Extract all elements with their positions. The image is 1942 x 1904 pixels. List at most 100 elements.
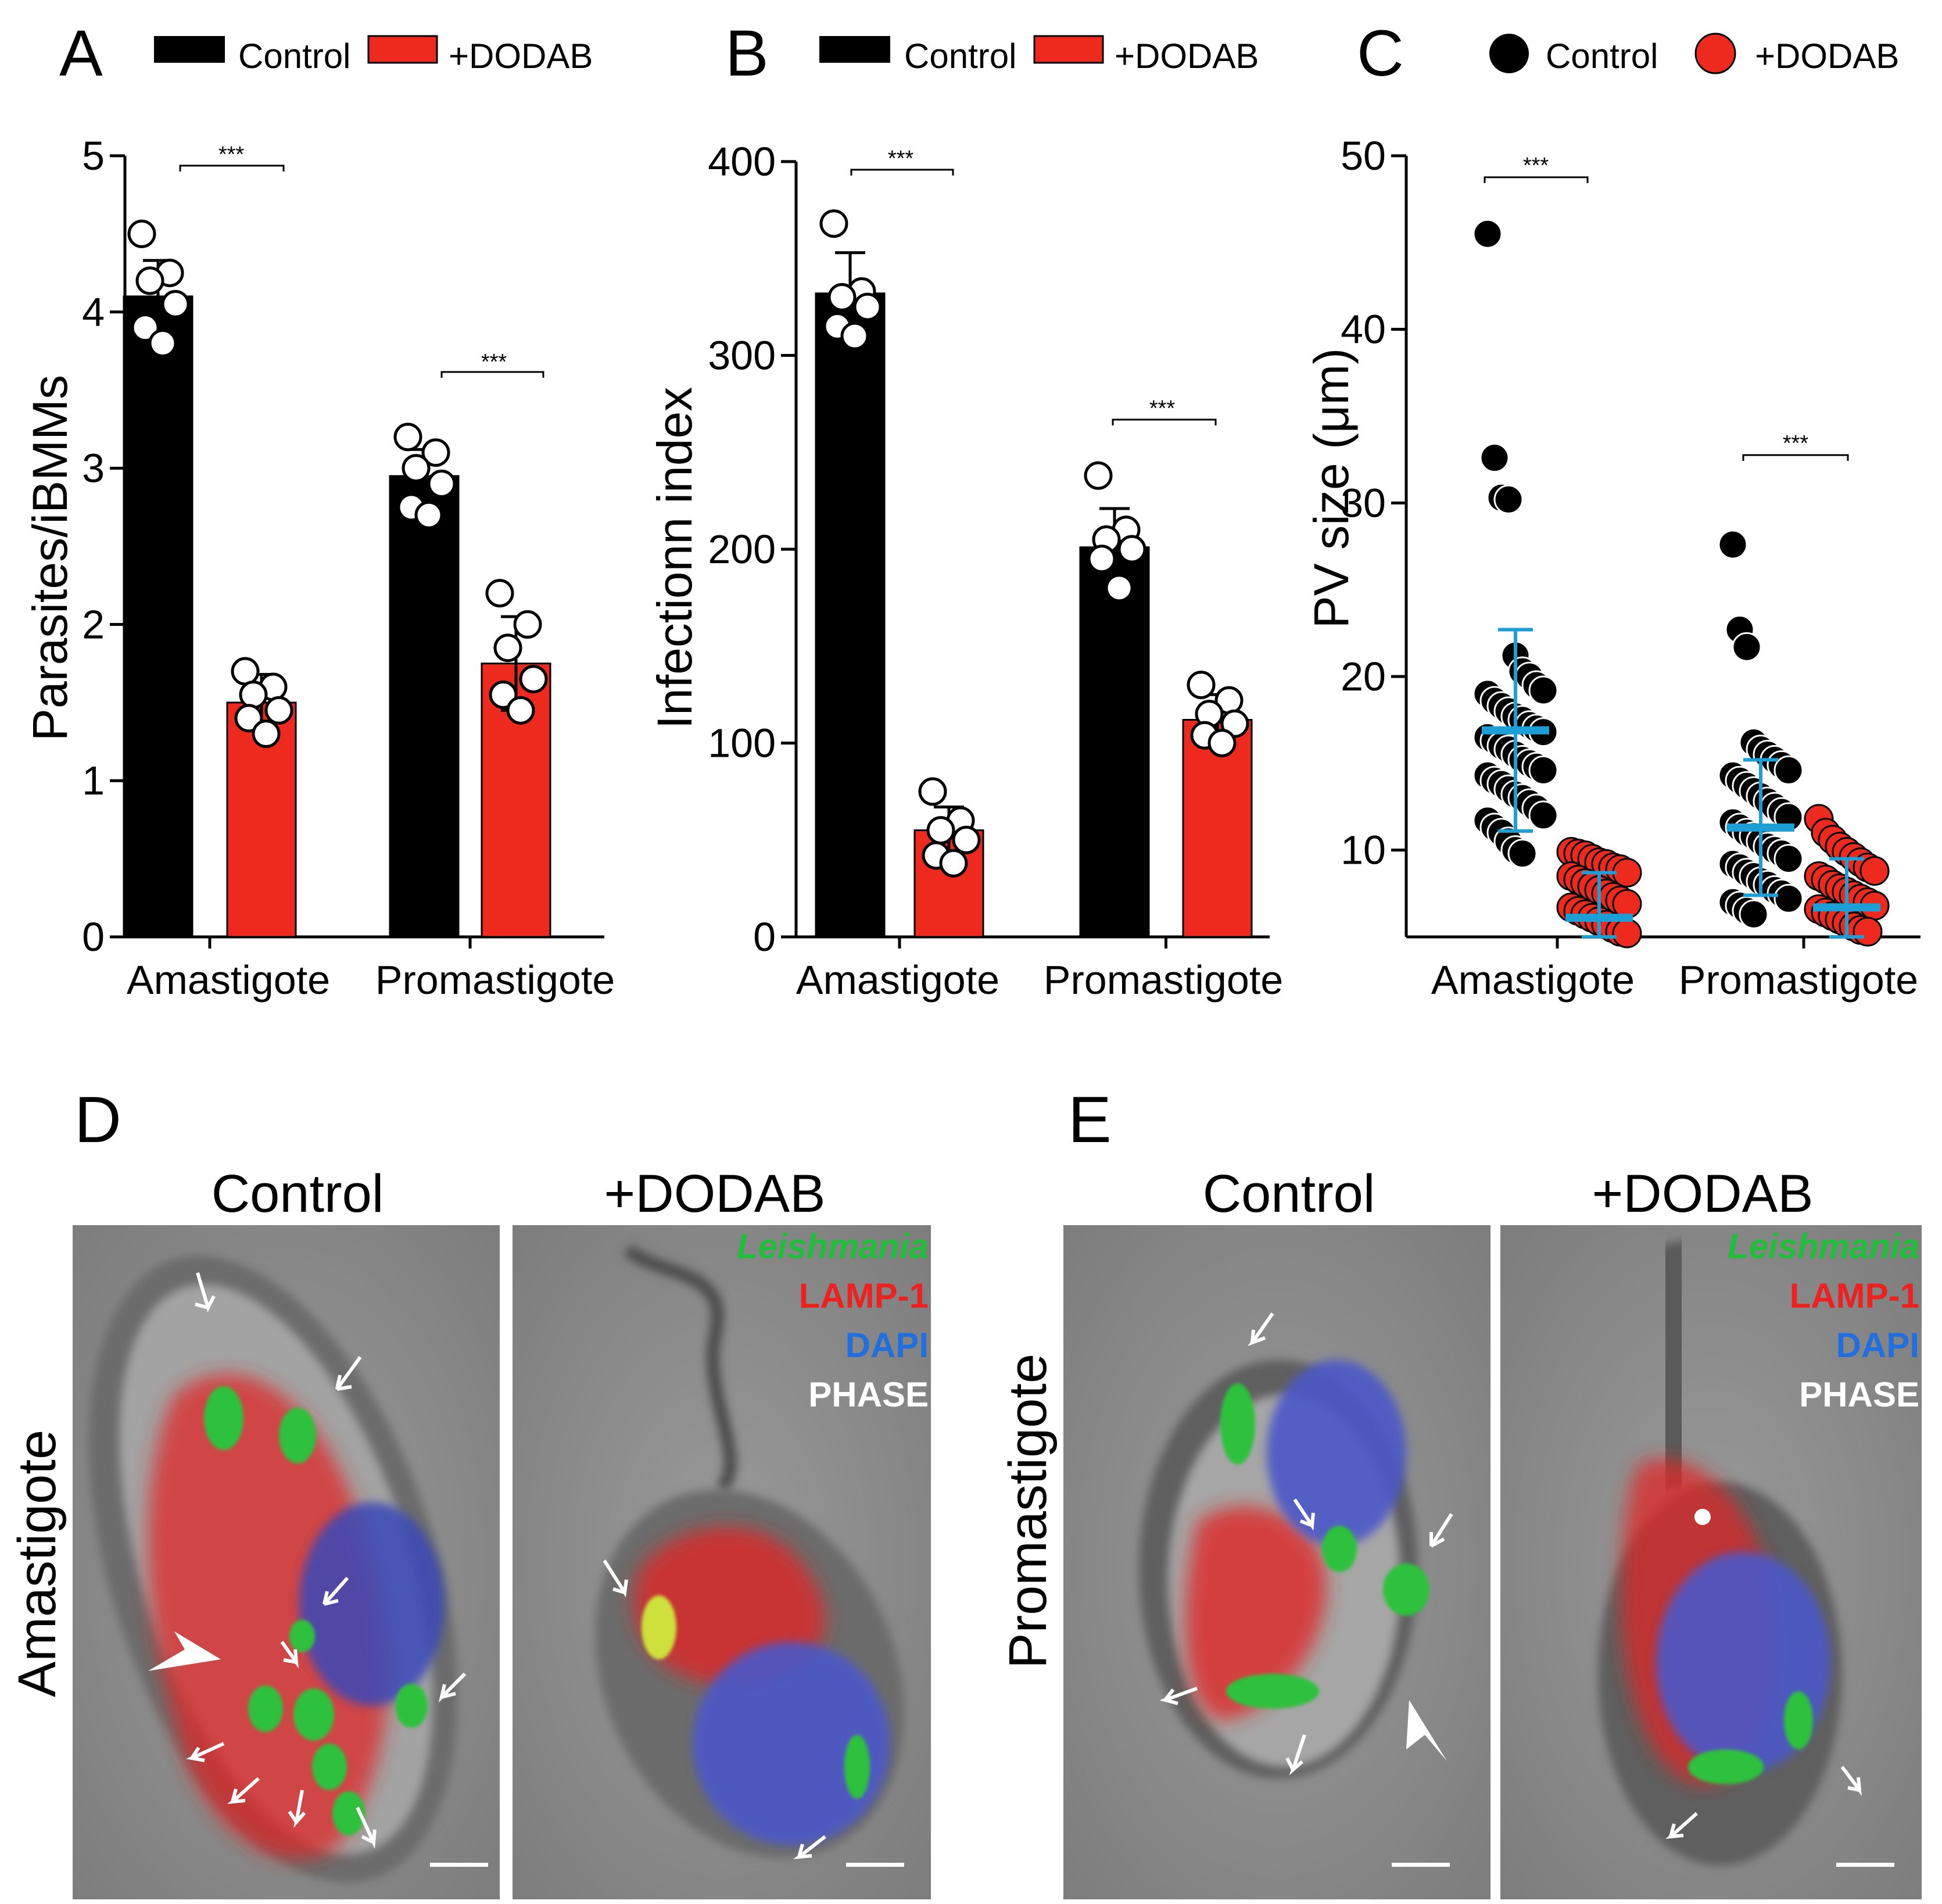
- data-point: [1220, 709, 1249, 738]
- data-point: [127, 219, 156, 248]
- legend-dodab-label-a: +DODAB: [449, 37, 593, 76]
- y-tick-label: 3: [82, 446, 105, 491]
- legend-dodab-label-b: +DODAB: [1115, 37, 1259, 76]
- channel-dapi-d: DAPI: [845, 1326, 929, 1365]
- y-tick-label: 200: [708, 527, 776, 572]
- panel-c-letter: C: [1357, 17, 1404, 90]
- panel-e: E Control +DODAB Promastigote: [998, 1083, 1922, 1899]
- panel-e-letter: E: [1068, 1083, 1112, 1156]
- y-tick-label: 20: [1341, 654, 1386, 699]
- y-tick-label: 50: [1341, 133, 1386, 178]
- significance-bracket: [1742, 454, 1849, 461]
- data-point: [264, 696, 293, 725]
- channel-phase-d: PHASE: [808, 1375, 929, 1414]
- data-point: [1507, 839, 1538, 869]
- data-point: [1087, 545, 1116, 574]
- micrograph-d-title-dodab: +DODAB: [604, 1164, 826, 1223]
- significance-promastigote-a: ***: [481, 350, 507, 374]
- y-tick-label: 400: [708, 139, 776, 184]
- data-point: [239, 680, 268, 709]
- x-tick-promastigote-a: Promastigote: [375, 957, 615, 1003]
- micrograph-d-row-label: Amastigote: [8, 1430, 67, 1697]
- data-point: [161, 289, 190, 318]
- data-point: [1773, 844, 1804, 874]
- bar-Control-Promastigote: [389, 475, 460, 938]
- y-tick-label: 1: [82, 758, 105, 803]
- scale-bar: [1836, 1863, 1894, 1867]
- data-point: [402, 454, 431, 483]
- data-point: [231, 657, 260, 686]
- y-tick-label: 0: [82, 914, 105, 960]
- micrograph-d-control: [73, 1225, 500, 1899]
- panel-d-letter: D: [74, 1083, 121, 1156]
- panel-d: D Control +DODAB Amastigote: [8, 1083, 931, 1899]
- legend-dodab-swatch-a: [367, 35, 438, 64]
- x-tick-amastigote-c: Amastigote: [1431, 957, 1635, 1003]
- legend-control-label-c: Control: [1546, 37, 1658, 76]
- scale-bar: [1392, 1863, 1450, 1867]
- panel-a-letter: A: [59, 17, 103, 90]
- data-point: [1117, 535, 1146, 564]
- data-point: [1853, 917, 1883, 947]
- x-tick-amastigote-b: Amastigote: [796, 957, 999, 1003]
- significance-amastigote-b: ***: [888, 146, 914, 171]
- y-axis-label-c: PV size (μm): [1304, 348, 1359, 628]
- bar-Control-Amastigote: [123, 295, 194, 938]
- legend-control-swatch-a: [154, 36, 225, 63]
- panel-b-letter: B: [725, 17, 769, 90]
- data-point: [1187, 670, 1216, 699]
- data-point: [1732, 632, 1762, 662]
- legend-control-swatch-b: [819, 36, 890, 63]
- data-point: [952, 825, 981, 854]
- data-point: [1612, 918, 1642, 949]
- channel-dapi-e: DAPI: [1836, 1326, 1919, 1365]
- channel-lamp1-e: LAMP-1: [1790, 1276, 1919, 1315]
- data-point: [506, 696, 535, 725]
- data-point: [1739, 899, 1769, 929]
- panel-c: C Control +DODAB PV size (μm) 10 20 30 40 50…: [1304, 17, 1920, 1003]
- y-axis-label-b: Infectionn index: [647, 387, 702, 729]
- data-point: [519, 664, 548, 693]
- legend-dodab-label-c: +DODAB: [1755, 37, 1899, 76]
- channel-phase-e: PHASE: [1799, 1375, 1919, 1414]
- data-point: [148, 329, 177, 358]
- panel-b: B Control +DODAB Infectionn index 0 100 20…: [647, 17, 1283, 1003]
- data-point: [1084, 461, 1113, 490]
- data-point: [1773, 883, 1804, 914]
- y-tick-label: 100: [708, 721, 776, 766]
- data-point: [1773, 755, 1804, 785]
- y-tick-label: 4: [82, 289, 105, 335]
- data-point: [1612, 889, 1642, 919]
- data-point: [1528, 800, 1558, 831]
- channel-leishmania-d: Leishmania: [737, 1227, 929, 1266]
- bar-Control-Amastigote: [815, 292, 886, 938]
- significance-promastigote-b: ***: [1149, 396, 1176, 421]
- data-point: [427, 469, 456, 498]
- micrograph-d-dodab: Leishmania LAMP-1 DAPI PHASE: [513, 1225, 931, 1899]
- scale-bar: [430, 1863, 488, 1867]
- significance-amastigote-c: ***: [1523, 153, 1549, 178]
- data-point: [939, 849, 968, 878]
- legend-control-label-b: Control: [904, 37, 1016, 76]
- data-point: [393, 423, 422, 452]
- data-point: [493, 634, 522, 663]
- y-tick-label: 0: [753, 914, 776, 960]
- data-point: [918, 777, 947, 806]
- data-point: [489, 680, 518, 709]
- micrograph-e-title-control: Control: [1203, 1164, 1375, 1223]
- data-point: [513, 610, 542, 639]
- legend-control-marker-c: [1489, 34, 1529, 73]
- data-point: [131, 313, 160, 342]
- x-tick-amastigote-a: Amastigote: [127, 957, 330, 1003]
- significance-amastigote-a: ***: [218, 142, 245, 167]
- y-axis-label-a: Parasites/iBMMs: [23, 375, 77, 741]
- legend-dodab-swatch-b: [1033, 35, 1104, 64]
- y-tick-label: 300: [708, 333, 776, 378]
- y-tick-label: 10: [1341, 828, 1386, 873]
- y-tick-label: 5: [82, 133, 105, 178]
- micrograph-e-row-label: Promastigote: [998, 1354, 1058, 1669]
- data-point: [234, 704, 263, 733]
- data-point: [1105, 574, 1134, 603]
- x-tick-promastigote-b: Promastigote: [1044, 957, 1283, 1003]
